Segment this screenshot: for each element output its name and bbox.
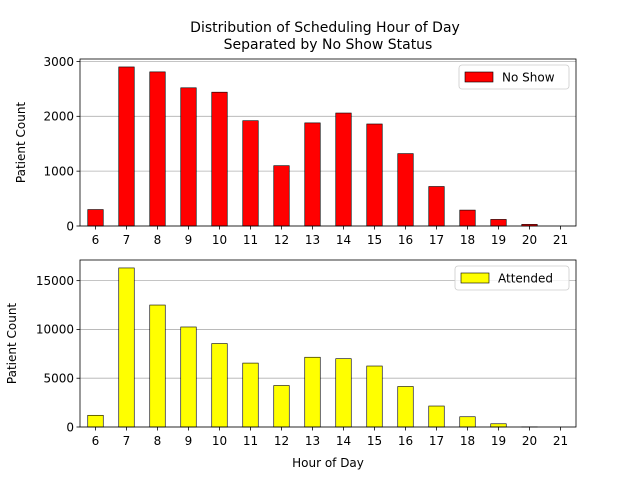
x-tick-label-16: 16 [398,233,413,247]
y-axis-label: Patient Count [5,303,19,385]
x-tick-label-11: 11 [243,434,258,448]
bar-19 [490,219,507,227]
x-tick-label-7: 7 [123,434,131,448]
legend-swatch [460,272,490,284]
x-tick-label-17: 17 [429,233,444,247]
bar-13 [304,356,321,428]
bar-7 [118,66,135,227]
bar-18 [459,416,476,428]
bar-10 [211,343,228,428]
bar-10 [211,91,228,227]
y-tick-label-3: 3000 [43,55,74,69]
x-tick-label-12: 12 [274,434,289,448]
x-tick-label-11: 11 [243,233,258,247]
y-tick-label-0: 0 [66,420,74,434]
bar-6 [87,414,104,428]
plot-frame [79,58,577,227]
x-tick-label-18: 18 [460,233,475,247]
x-tick-label-9: 9 [185,434,193,448]
x-tick-label-9: 9 [185,233,193,247]
bar-12 [273,385,290,428]
panel-attended: 0 5000 10000 15000 6 7 8 9 10 11 12 13 14 15 16 17 18 19 2… [5,259,577,470]
y-tick-label-2: 2000 [43,110,74,124]
x-tick-label-16: 16 [398,434,413,448]
y-tick-label-0: 0 [66,219,74,233]
x-tick-label-20: 20 [522,233,537,247]
x-tick-label-21: 21 [553,233,568,247]
bar-17 [428,405,445,428]
x-tick-label-10: 10 [212,434,227,448]
bar-18 [459,209,476,227]
x-tick-label-14: 14 [336,434,351,448]
x-tick-label-10: 10 [212,233,227,247]
bar-15 [366,123,383,227]
bar-14 [335,112,352,227]
x-tick-label-6: 6 [92,434,100,448]
legend-label: No Show [502,71,555,85]
x-tick-label-20: 20 [522,434,537,448]
x-tick-label-21: 21 [553,434,568,448]
plot-frame [79,259,577,428]
x-tick-label-7: 7 [123,233,131,247]
bar-13 [304,122,321,227]
x-tick-label-12: 12 [274,233,289,247]
bar-17 [428,186,445,227]
y-tick-label-3: 15000 [36,274,74,288]
bar-12 [273,165,290,227]
bar-9 [180,87,197,227]
x-tick-label-6: 6 [92,233,100,247]
x-tick-label-19: 19 [491,233,506,247]
chart-title-line2: Separated by No Show Status [224,37,433,53]
bar-15 [366,365,383,428]
x-tick-label-15: 15 [367,233,382,247]
legend-box [458,64,570,90]
y-tick-label-1: 1000 [43,164,74,178]
legend-label: Attended [498,272,553,286]
y-axis-label: Patient Count [14,102,28,184]
x-tick-label-15: 15 [367,434,382,448]
x-tick-label-14: 14 [336,233,351,247]
bar-6 [87,209,104,227]
y-tick-label-1: 5000 [43,372,74,386]
bar-16 [397,153,414,227]
x-tick-label-17: 17 [429,434,444,448]
bar-9 [180,326,197,428]
bar-8 [149,304,166,428]
x-tick-label-18: 18 [460,434,475,448]
x-tick-label-19: 19 [491,434,506,448]
x-tick-label-8: 8 [154,233,162,247]
bar-11 [242,120,259,227]
bar-11 [242,362,259,428]
legend-swatch [464,71,494,83]
legend-box [454,265,570,291]
x-axis-label: Hour of Day [292,456,364,470]
bar-14 [335,358,352,428]
bar-8 [149,71,166,227]
x-tick-label-13: 13 [305,434,320,448]
y-tick-label-2: 10000 [36,323,74,337]
x-tick-label-8: 8 [154,434,162,448]
panel-no-show: 0 1000 2000 3000 6 7 8 9 10 11 12 13 14 15 16 17 18 19 20 2… [14,55,577,247]
bar-19 [490,423,507,428]
chart-title-line1: Distribution of Scheduling Hour of Day [190,20,460,36]
x-tick-label-13: 13 [305,233,320,247]
bar-16 [397,386,414,428]
bar-7 [118,267,135,428]
